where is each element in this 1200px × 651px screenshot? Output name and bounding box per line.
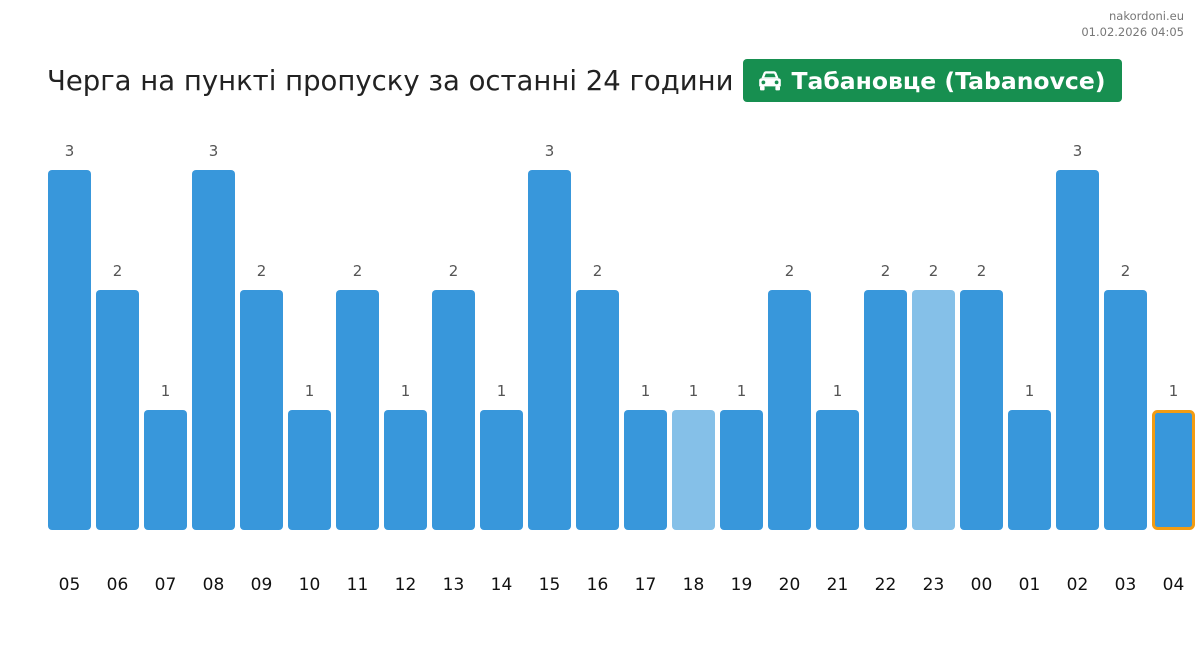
- bar: [768, 290, 811, 530]
- data-label: 2: [881, 262, 891, 280]
- x-tick-label: 17: [635, 575, 657, 595]
- data-label: 3: [209, 142, 219, 160]
- x-tick-label: 21: [827, 575, 849, 595]
- x-tick-label: 02: [1067, 575, 1089, 595]
- x-tick-label: 05: [59, 575, 81, 595]
- bar: [912, 290, 955, 530]
- data-label: 1: [1025, 382, 1035, 400]
- x-tick-label: 18: [683, 575, 705, 595]
- x-tick-label: 12: [395, 575, 417, 595]
- x-tick-label: 08: [203, 575, 225, 595]
- data-label: 1: [737, 382, 747, 400]
- bar: [816, 410, 859, 530]
- x-tick-label: 09: [251, 575, 273, 595]
- x-tick-label: 00: [971, 575, 993, 595]
- bar: [144, 410, 187, 530]
- data-label: 1: [161, 382, 171, 400]
- data-label: 2: [785, 262, 795, 280]
- checkpoint-badge: Табановце (Tabanovce): [743, 59, 1122, 102]
- data-label: 2: [449, 262, 459, 280]
- data-label: 2: [257, 262, 267, 280]
- bar: [480, 410, 523, 530]
- x-tick-label: 06: [107, 575, 129, 595]
- data-label: 2: [929, 262, 939, 280]
- data-label: 2: [1121, 262, 1131, 280]
- x-tick-label: 03: [1115, 575, 1137, 595]
- header: Черга на пункті пропуску за останні 24 г…: [47, 59, 1122, 102]
- data-label: 1: [305, 382, 315, 400]
- bar: [432, 290, 475, 530]
- data-label: 1: [497, 382, 507, 400]
- x-tick-label: 14: [491, 575, 513, 595]
- x-tick-label: 22: [875, 575, 897, 595]
- data-label: 1: [641, 382, 651, 400]
- bar: [1008, 410, 1051, 530]
- bar: [192, 170, 235, 530]
- data-label: 2: [593, 262, 603, 280]
- data-label: 3: [1073, 142, 1083, 160]
- site-domain: nakordoni.eu: [1109, 9, 1184, 23]
- bar: [1104, 290, 1147, 530]
- data-label: 3: [545, 142, 555, 160]
- data-label: 2: [113, 262, 123, 280]
- bar: [672, 410, 715, 530]
- x-tick-label: 16: [587, 575, 609, 595]
- data-label: 2: [353, 262, 363, 280]
- x-tick-label: 04: [1163, 575, 1185, 595]
- data-label: 2: [977, 262, 987, 280]
- data-label: 3: [65, 142, 75, 160]
- car-icon: [759, 70, 782, 90]
- x-tick-label: 15: [539, 575, 561, 595]
- x-tick-label: 19: [731, 575, 753, 595]
- bar: [48, 170, 91, 530]
- x-tick-label: 11: [347, 575, 369, 595]
- data-label: 1: [401, 382, 411, 400]
- x-tick-label: 13: [443, 575, 465, 595]
- bar: [960, 290, 1003, 530]
- x-tick-label: 07: [155, 575, 177, 595]
- data-label: 1: [689, 382, 699, 400]
- bar: [864, 290, 907, 530]
- x-tick-label: 10: [299, 575, 321, 595]
- bar: [528, 170, 571, 530]
- site-meta: nakordoni.eu 01.02.2026 04:05: [1081, 8, 1184, 40]
- data-label: 1: [1169, 382, 1179, 400]
- bar: [576, 290, 619, 530]
- checkpoint-name: Табановце (Tabanovce): [791, 66, 1106, 95]
- snapshot-timestamp: 01.02.2026 04:05: [1081, 25, 1184, 39]
- bar: [240, 290, 283, 530]
- data-label: 1: [833, 382, 843, 400]
- bar: [288, 410, 331, 530]
- x-tick-label: 23: [923, 575, 945, 595]
- bar: [96, 290, 139, 530]
- bar-current-hour: [1152, 410, 1195, 530]
- bar: [384, 410, 427, 530]
- x-tick-label: 20: [779, 575, 801, 595]
- x-tick-label: 01: [1019, 575, 1041, 595]
- bar: [1056, 170, 1099, 530]
- bar: [336, 290, 379, 530]
- bar: [624, 410, 667, 530]
- bar: [720, 410, 763, 530]
- page-title: Черга на пункті пропуску за останні 24 г…: [47, 64, 734, 97]
